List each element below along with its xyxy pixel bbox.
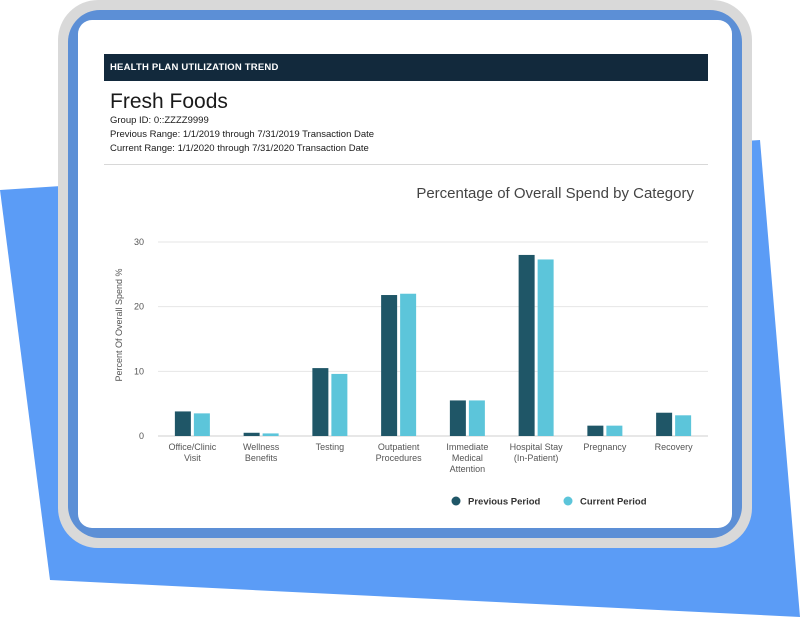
current-range: Current Range: 1/1/2020 through 7/31/202… [110, 143, 369, 154]
report-header-bar: HEALTH PLAN UTILIZATION TREND [104, 54, 708, 81]
bar-current-period [537, 259, 554, 436]
legend-marker [451, 496, 461, 506]
previous-range: Previous Range: 1/1/2019 through 7/31/20… [110, 129, 375, 140]
bar-current-period [675, 415, 692, 436]
bar-previous-period [174, 411, 191, 436]
x-tick-label: Pregnancy [583, 442, 627, 452]
x-tick-label: Immediate Medical Attention [446, 442, 488, 474]
y-axis-label: Percent Of Overall Spend % [114, 268, 124, 381]
legend-label: Previous Period [468, 497, 541, 508]
bar-previous-period [518, 254, 535, 436]
y-tick-label: 10 [134, 366, 144, 376]
bar-current-period [606, 425, 623, 436]
group-id: Group ID: 0::ZZZZ9999 [110, 115, 209, 126]
bar-chart: Percentage of Overall Spend by Category … [114, 185, 708, 508]
legend-marker [563, 496, 573, 506]
bar-current-period [193, 413, 210, 436]
bar-current-period [262, 433, 279, 436]
y-tick-label: 20 [134, 302, 144, 312]
y-tick-label: 0 [139, 431, 144, 441]
bar-current-period [400, 293, 417, 436]
bar-previous-period [243, 432, 260, 436]
bar-previous-period [449, 400, 466, 436]
bar-previous-period [656, 412, 673, 436]
report-screen: HEALTH PLAN UTILIZATION TREND Fresh Food… [78, 20, 732, 528]
legend-label: Current Period [580, 497, 647, 508]
x-tick-label: Recovery [655, 442, 694, 452]
chart-title: Percentage of Overall Spend by Category [416, 185, 694, 202]
bar-previous-period [587, 425, 604, 436]
divider [104, 164, 708, 165]
x-tick-label: Wellness Benefits [243, 442, 280, 463]
bar-previous-period [381, 295, 398, 436]
y-tick-label: 30 [134, 237, 144, 247]
company-name: Fresh Foods [110, 90, 228, 113]
x-tick-label: Office/Clinic Visit [168, 442, 216, 463]
x-tick-label: Outpatient Procedures [376, 442, 423, 463]
bar-current-period [331, 373, 348, 436]
x-tick-label: Hospital Stay (In-Patient) [510, 442, 564, 463]
bar-previous-period [312, 368, 329, 436]
bar-current-period [468, 400, 485, 436]
x-tick-label: Testing [316, 442, 345, 452]
